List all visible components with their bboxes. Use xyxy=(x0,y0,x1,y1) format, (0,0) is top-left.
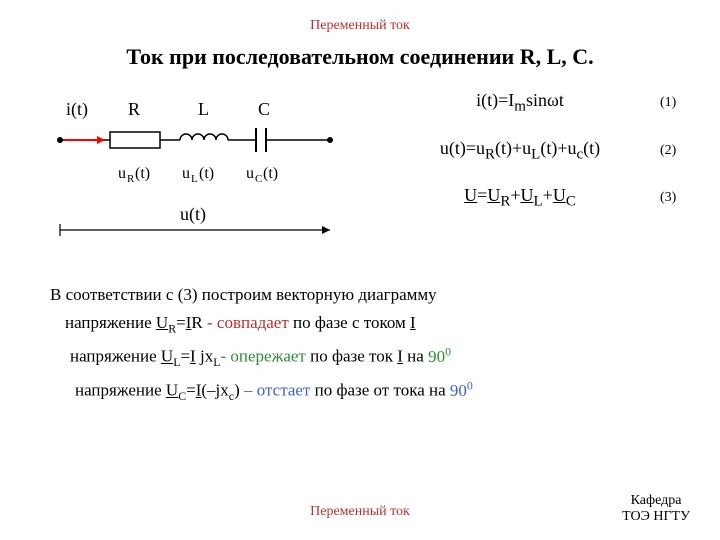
dept-line2: ТОЭ НГТУ xyxy=(622,509,690,525)
phase-line-2: напряжение UL=I jxL- опережает по фазе т… xyxy=(70,344,670,370)
equation-2: u(t)=uR(t)+uL(t)+uc(t) (2) xyxy=(380,138,690,164)
rlc-circuit-svg: i(t) R L C u R (t) xyxy=(30,90,360,260)
eq3-text: U=UR+UL+UC xyxy=(380,185,660,211)
phase-line-3: напряжение UC=I(–jxc) – отстает по фазе … xyxy=(75,378,670,404)
svg-text:u: u xyxy=(118,165,126,182)
svg-text:C: C xyxy=(255,173,262,185)
svg-text:u: u xyxy=(182,165,190,182)
svg-text:u: u xyxy=(246,165,254,182)
dept-line1: Кафедра xyxy=(622,493,690,509)
eq1-text: i(t)=Imsinωt xyxy=(380,90,660,116)
svg-text:(t): (t) xyxy=(199,165,214,182)
svg-text:R: R xyxy=(128,99,140,119)
eq2-text: u(t)=uR(t)+uL(t)+uc(t) xyxy=(380,138,660,164)
svg-text:C: C xyxy=(258,99,270,119)
page-footer: Переменный ток xyxy=(0,504,720,520)
intro-line: В соответствии с (3) построим векторную … xyxy=(50,285,670,305)
equation-3: U=UR+UL+UC (3) xyxy=(380,185,690,211)
equation-1: i(t)=Imsinωt (1) xyxy=(380,90,690,116)
svg-text:u(t): u(t) xyxy=(180,204,206,225)
svg-text:(t): (t) xyxy=(263,165,278,182)
eq1-num: (1) xyxy=(660,95,690,111)
svg-text:R: R xyxy=(127,173,135,185)
equations-area: i(t)=Imsinωt (1) u(t)=uR(t)+uL(t)+uc(t) … xyxy=(360,90,690,233)
phase-line-1: напряжение UR=IR - совпадает по фазе с т… xyxy=(65,313,670,336)
footer-text: Переменный ток xyxy=(310,504,410,519)
svg-text:L: L xyxy=(191,173,198,185)
header-text: Переменный ток xyxy=(310,18,410,33)
page-title: Ток при последовательном соединении R, L… xyxy=(50,44,670,70)
content-row: i(t) R L C u R (t) xyxy=(30,90,690,260)
svg-text:(t): (t) xyxy=(135,165,150,182)
circuit-diagram: i(t) R L C u R (t) xyxy=(30,90,360,260)
dept-label: Кафедра ТОЭ НГТУ xyxy=(622,493,690,525)
svg-text:L: L xyxy=(198,99,209,119)
svg-text:i(t): i(t) xyxy=(66,99,88,120)
eq2-num: (2) xyxy=(660,143,690,159)
body-paragraphs: В соответствии с (3) построим векторную … xyxy=(50,285,670,404)
page-header: Переменный ток xyxy=(0,0,720,34)
eq3-num: (3) xyxy=(660,190,690,206)
